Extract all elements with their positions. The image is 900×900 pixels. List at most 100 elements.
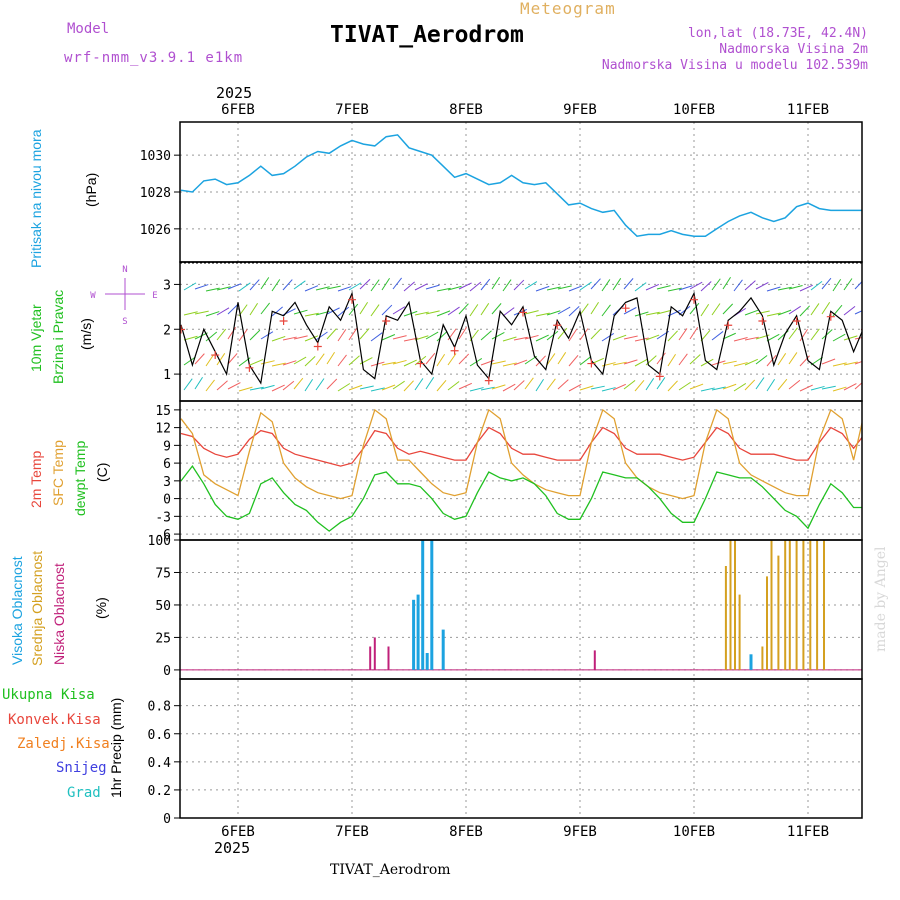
wind-arrow [249,302,259,316]
wind-arrow [348,282,362,291]
wind-arrow [447,285,462,291]
y-tick-label: 1 [163,368,171,383]
wind-arrow [469,281,482,292]
wind-arrow [304,335,319,342]
wind-arrow [700,303,710,317]
wind-arrow [843,361,858,366]
wind-arrow [403,337,418,342]
wind-arrow [348,303,359,316]
wind-arrow [612,361,627,366]
wind-arrow [700,329,711,342]
wind-arrow [667,330,678,342]
wind-arrow [645,283,660,291]
wind-arrow [282,279,293,291]
wind-arrow [579,328,589,341]
wind-arrow [414,335,429,341]
wind-arrow [491,384,506,390]
y-tick-label: 0 [163,664,171,679]
wind-arrow [755,310,770,315]
wind-arrow [315,286,330,291]
wind-arrow [766,312,781,317]
wind-arrow [502,307,515,317]
wind-gust-marker [180,325,185,334]
model-elevation-label: Nadmorska Visina u modelu 102.539m [601,58,868,73]
wind-arrow [689,354,701,365]
wind-arrow [491,303,502,315]
wind-arrow [722,360,737,365]
wind-arrow [623,359,638,365]
wind-arrow [590,328,602,340]
panel-frame [179,400,863,541]
wind-gust-marker [279,316,288,325]
wind-arrow [656,377,666,390]
wind-arrow [711,386,726,391]
precip-legend-hail: Grad [67,785,101,801]
wind-arrow [392,359,407,365]
wind-arrow [436,287,451,292]
mid-cloud-bar [734,540,736,670]
wind-arrow [216,286,231,291]
precip-legend-rain: Ukupna Kisa [2,687,95,703]
wind-arrow [227,303,239,315]
y-tick-label: 50 [155,599,171,614]
wind-arrow [645,334,660,341]
wind-arrow [282,336,297,341]
wind-arrow [502,362,517,367]
wind-arrow [810,385,825,391]
wind-arrow [436,331,448,342]
wind-gust-marker [519,308,527,317]
wind-arrow [623,306,637,315]
year-label-bottom: 2025 [214,839,251,857]
wind-arrow [359,278,371,290]
wind-arrow [821,358,836,365]
wind-arrow [744,379,756,391]
wind-gust-marker [826,312,835,321]
wind-arrow [843,305,856,316]
x-tick-label-top: 9FEB [563,102,597,118]
high-cloud-bar [416,594,420,670]
wind-arrow [216,380,228,391]
wind-arrow [337,286,352,292]
wind-arrow [425,352,436,365]
wind-arrow [458,382,472,390]
y-tick-label: 0.2 [148,784,171,799]
y-tick-label: 3 [163,278,171,293]
year-label-top: 2025 [216,84,253,102]
wind-gust-marker [587,359,596,368]
wind-arrow [821,329,833,340]
wind-arrow [645,378,655,391]
wind-arrow [557,352,567,365]
wind-arrow [711,303,721,316]
wind-arrow [766,286,781,292]
wind-arrow [304,378,314,392]
y-tick-label: 0 [163,812,171,827]
wind-arrow [315,353,325,366]
wind-arrow [579,356,592,366]
wind-arrow [348,384,363,391]
wind-arrow [513,359,528,366]
wind-arrow [524,310,539,315]
wind-arrow [810,303,820,316]
wind-arrow [689,281,703,290]
y-tick-label: 75 [155,566,171,581]
mid-cloud-bar [770,540,773,670]
wind-arrow [722,276,731,290]
wind-arrow [788,327,798,340]
wind-arrow [216,353,226,366]
wind-arrow [293,377,304,390]
high-cloud-bar [421,540,425,670]
wind-arrow [304,285,319,292]
wind-arrow [777,353,787,366]
wind-arrow [260,302,271,315]
y-tick-label: 25 [155,631,171,646]
wind-arrow [502,383,516,392]
wind-arrow [744,280,756,291]
wind-arrow [799,355,810,367]
wind-arrow [260,384,275,390]
wind-arrow [337,383,351,392]
wind-arrow [304,355,316,367]
wind-arrow [546,330,559,341]
wind-arrow [238,329,248,342]
x-tick-label-bottom: 9FEB [563,824,597,840]
wind-arrow [293,356,307,365]
